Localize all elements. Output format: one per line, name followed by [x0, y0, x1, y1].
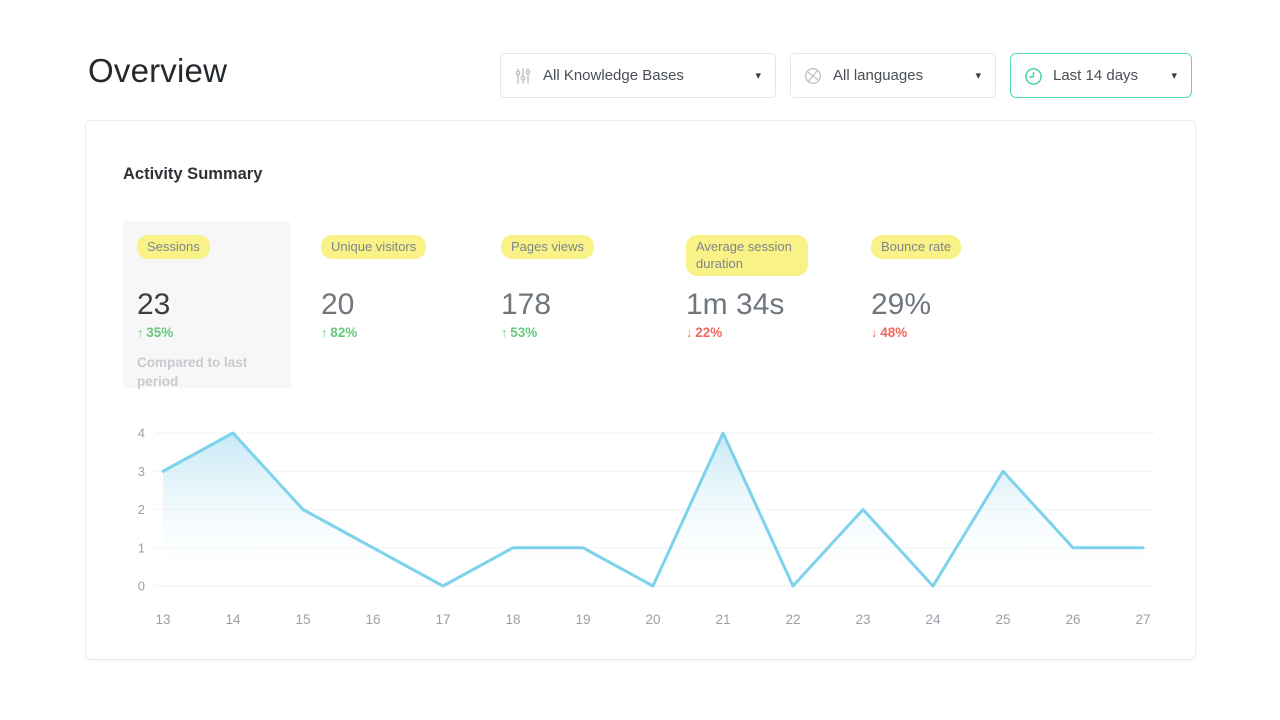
metric-tile-avg-session-duration[interactable]: Average session duration 1m 34s ↓ 22%	[686, 221, 841, 341]
chart-x-tick: 15	[295, 612, 310, 627]
chart-x-tick: 14	[225, 612, 241, 627]
chart-x-tick: 13	[155, 612, 170, 627]
metric-label: Sessions	[137, 235, 210, 259]
metric-tiles: Sessions 23 ↑ 35% Compared to last period…	[123, 221, 1155, 389]
metric-delta: ↓ 48%	[871, 325, 908, 340]
metric-tile-unique-visitors[interactable]: Unique visitors 20 ↑ 82%	[321, 221, 471, 341]
chart-y-ticks: 0 1 2 3 4	[138, 426, 145, 594]
date-range-value: Last 14 days	[1053, 67, 1139, 84]
metric-delta: ↑ 53%	[501, 325, 538, 340]
metric-tile-sessions[interactable]: Sessions 23 ↑ 35% Compared to last period	[123, 221, 291, 389]
chart-x-tick: 26	[1065, 612, 1080, 627]
chart-y-tick: 0	[138, 579, 145, 594]
metric-tile-bounce-rate[interactable]: Bounce rate 29% ↓ 48%	[871, 221, 1021, 341]
chart-y-tick: 3	[138, 464, 145, 479]
metric-label: Average session duration	[686, 235, 808, 276]
metric-value: 178	[501, 288, 552, 321]
chart-x-tick: 17	[435, 612, 450, 627]
card-title: Activity Summary	[123, 165, 263, 183]
chart-x-tick: 24	[925, 612, 941, 627]
chart-y-tick: 1	[138, 540, 145, 555]
languages-dropdown[interactable]: All languages ▾	[790, 53, 996, 98]
trend-arrow-icon: ↓	[686, 326, 693, 340]
chart-line	[161, 431, 1145, 588]
activity-summary-card: Activity Summary Sessions 23 ↑ 35% Compar…	[85, 120, 1196, 660]
sliders-icon	[514, 67, 532, 85]
trend-arrow-icon: ↑	[501, 326, 508, 340]
metric-value: 1m 34s	[686, 288, 785, 321]
trend-arrow-icon: ↑	[137, 326, 144, 340]
chart-x-ticks: 13 14 15 16 17 18 19 20 21 22 23 24 25 26 27	[155, 612, 1150, 627]
metric-note: Compared to last period	[137, 355, 248, 389]
chart-x-tick: 23	[855, 612, 870, 627]
metric-tile-pages-views[interactable]: Pages views 178 ↑ 53%	[501, 221, 656, 341]
metric-value: 20	[321, 288, 355, 321]
chart-x-tick: 16	[365, 612, 380, 627]
metric-label: Unique visitors	[321, 235, 427, 259]
trend-arrow-icon: ↓	[871, 326, 878, 340]
chart-x-tick: 22	[785, 612, 800, 627]
chevron-down-icon: ▾	[975, 70, 981, 82]
metric-label: Pages views	[501, 235, 594, 259]
metric-delta: ↑ 35%	[137, 325, 174, 340]
chart-x-tick: 18	[505, 612, 520, 627]
globe-icon	[804, 67, 822, 85]
chart-x-tick: 19	[575, 612, 590, 627]
trend-arrow-icon: ↑	[321, 326, 328, 340]
metric-value: 29%	[871, 288, 932, 321]
knowledge-bases-value: All Knowledge Bases	[543, 67, 684, 84]
knowledge-bases-dropdown[interactable]: All Knowledge Bases ▾	[500, 53, 776, 98]
chart-y-tick: 2	[138, 502, 145, 517]
clock-icon	[1024, 67, 1042, 85]
metric-delta: ↓ 22%	[686, 325, 723, 340]
languages-value: All languages	[833, 67, 924, 84]
metric-value: 23	[137, 288, 171, 321]
metric-label: Bounce rate	[871, 235, 962, 259]
chart-x-tick: 25	[995, 612, 1010, 627]
chevron-down-icon: ▾	[1171, 70, 1177, 82]
chart-x-tick: 27	[1135, 612, 1150, 627]
date-range-dropdown[interactable]: Last 14 days ▾	[1010, 53, 1192, 98]
page-title: Overview	[88, 52, 228, 89]
top-bar: Overview All Knowledge Bases ▾ All langu…	[0, 0, 1280, 100]
chart-y-tick: 4	[138, 426, 145, 441]
chart-x-tick: 20	[645, 612, 660, 627]
chart-x-tick: 21	[715, 612, 730, 627]
metric-delta: ↑ 82%	[321, 325, 358, 340]
chevron-down-icon: ▾	[755, 70, 761, 82]
